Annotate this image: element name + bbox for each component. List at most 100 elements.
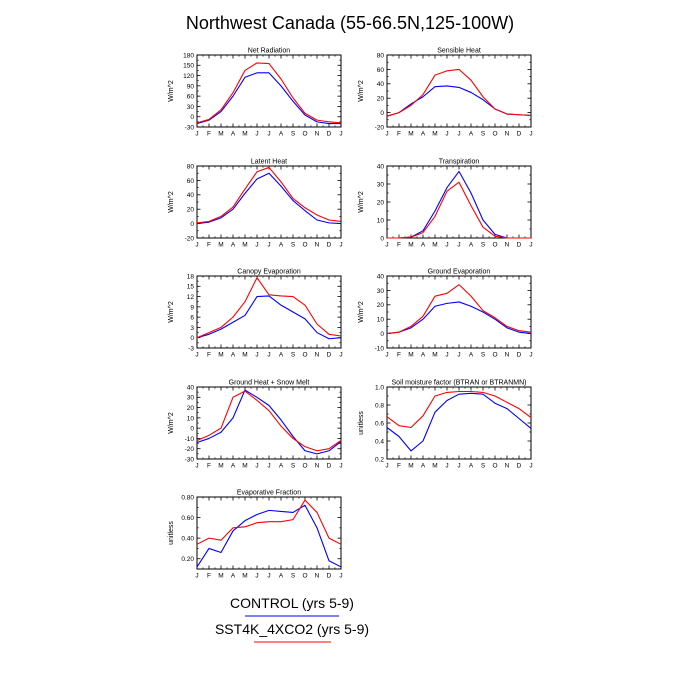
x-tick-label: N	[315, 131, 320, 138]
x-tick-label: A	[421, 463, 426, 470]
x-tick-label: M	[432, 131, 437, 138]
x-tick-label: F	[207, 242, 211, 249]
y-tick-label: 0.8	[375, 402, 384, 409]
x-tick-label: F	[397, 131, 401, 138]
y-tick-label: 10	[377, 217, 385, 224]
x-tick-label: D	[327, 352, 332, 359]
x-tick-label: A	[231, 573, 236, 580]
x-tick-label: A	[469, 352, 474, 359]
y-tick-label: 0.80	[181, 494, 194, 501]
series-line-control	[196, 172, 342, 225]
y-tick-label: 60	[187, 94, 195, 101]
x-tick-label: A	[421, 352, 426, 359]
x-tick-label: J	[529, 131, 532, 138]
y-tick-label: 18	[187, 273, 195, 280]
series-line-control	[387, 170, 531, 239]
x-tick-label: J	[195, 242, 198, 249]
x-tick-label: N	[505, 463, 510, 470]
x-tick-label: J	[195, 573, 198, 580]
y-axis-label: W/m^2	[168, 80, 175, 102]
series-line-control	[196, 504, 342, 568]
x-tick-label: J	[339, 352, 342, 359]
y-tick-label: 80	[187, 163, 195, 170]
plot-frame	[196, 275, 342, 349]
x-tick-label: N	[505, 131, 510, 138]
x-tick-label: J	[445, 352, 448, 359]
x-tick-label: A	[469, 242, 474, 249]
y-tick-label: 0.2	[375, 456, 384, 463]
y-tick-label: -20	[185, 446, 195, 453]
y-tick-label: 9	[190, 304, 194, 311]
x-tick-label: S	[291, 242, 296, 249]
x-tick-label: F	[397, 463, 401, 470]
y-tick-label: 20	[377, 302, 385, 309]
y-tick-label: 90	[187, 83, 195, 90]
x-tick-label: D	[327, 573, 332, 580]
x-tick-label: J	[385, 352, 388, 359]
x-tick-label: N	[505, 352, 510, 359]
y-tick-label: 12	[187, 294, 195, 301]
x-tick-label: M	[408, 352, 413, 359]
x-tick-label: N	[315, 573, 320, 580]
x-tick-label: M	[218, 573, 223, 580]
x-tick-label: J	[529, 352, 532, 359]
series-line-control	[386, 85, 532, 117]
y-tick-label: 180	[183, 52, 194, 59]
y-tick-label: 40	[377, 273, 385, 280]
x-tick-label: M	[242, 463, 247, 470]
x-tick-label: J	[339, 131, 342, 138]
x-tick-label: M	[242, 573, 247, 580]
x-tick-label: J	[385, 242, 388, 249]
x-tick-label: O	[302, 242, 307, 249]
x-tick-label: M	[408, 463, 413, 470]
x-tick-label: S	[481, 242, 486, 249]
x-tick-label: J	[195, 131, 198, 138]
y-axis-label: W/m^2	[358, 191, 365, 213]
y-tick-label: -30	[185, 124, 195, 131]
x-tick-label: D	[327, 242, 332, 249]
y-tick-label: 0.20	[181, 556, 194, 563]
y-tick-label: 0	[190, 114, 194, 121]
x-tick-label: J	[255, 573, 258, 580]
plot-frame	[196, 165, 342, 239]
series-line-sst4k	[196, 277, 342, 339]
y-tick-label: 0.40	[181, 536, 194, 543]
x-tick-label: O	[492, 131, 497, 138]
x-tick-label: A	[231, 242, 236, 249]
y-tick-label: -10	[375, 345, 385, 352]
x-tick-label: J	[457, 242, 460, 249]
x-tick-label: A	[279, 573, 284, 580]
series-line-control	[196, 295, 342, 340]
y-tick-label: 0	[380, 110, 384, 117]
x-tick-label: A	[231, 352, 236, 359]
y-tick-label: 20	[187, 405, 195, 412]
y-tick-label: 40	[377, 163, 385, 170]
x-tick-label: J	[267, 573, 270, 580]
y-axis-label: W/m^2	[358, 80, 365, 102]
x-tick-label: J	[457, 463, 460, 470]
y-axis-label: unitless	[168, 521, 175, 545]
x-tick-label: J	[267, 242, 270, 249]
x-tick-label: J	[445, 131, 448, 138]
x-tick-label: D	[517, 352, 522, 359]
y-tick-label: -3	[188, 345, 194, 352]
x-tick-label: J	[339, 573, 342, 580]
y-tick-label: 0	[190, 426, 194, 433]
x-tick-label: M	[242, 131, 247, 138]
x-tick-label: A	[469, 463, 474, 470]
x-tick-label: F	[207, 463, 211, 470]
x-tick-label: J	[195, 352, 198, 359]
panel-title: Net Radiation	[248, 48, 291, 55]
series-line-sst4k	[196, 62, 342, 124]
y-tick-label: 80	[377, 52, 385, 59]
legend-sst4k-label: SST4K_4XCO2 (yrs 5-9)	[215, 621, 369, 637]
x-tick-label: J	[445, 242, 448, 249]
x-tick-label: M	[408, 131, 413, 138]
y-tick-label: 10	[377, 317, 385, 324]
y-tick-label: 20	[377, 199, 385, 206]
